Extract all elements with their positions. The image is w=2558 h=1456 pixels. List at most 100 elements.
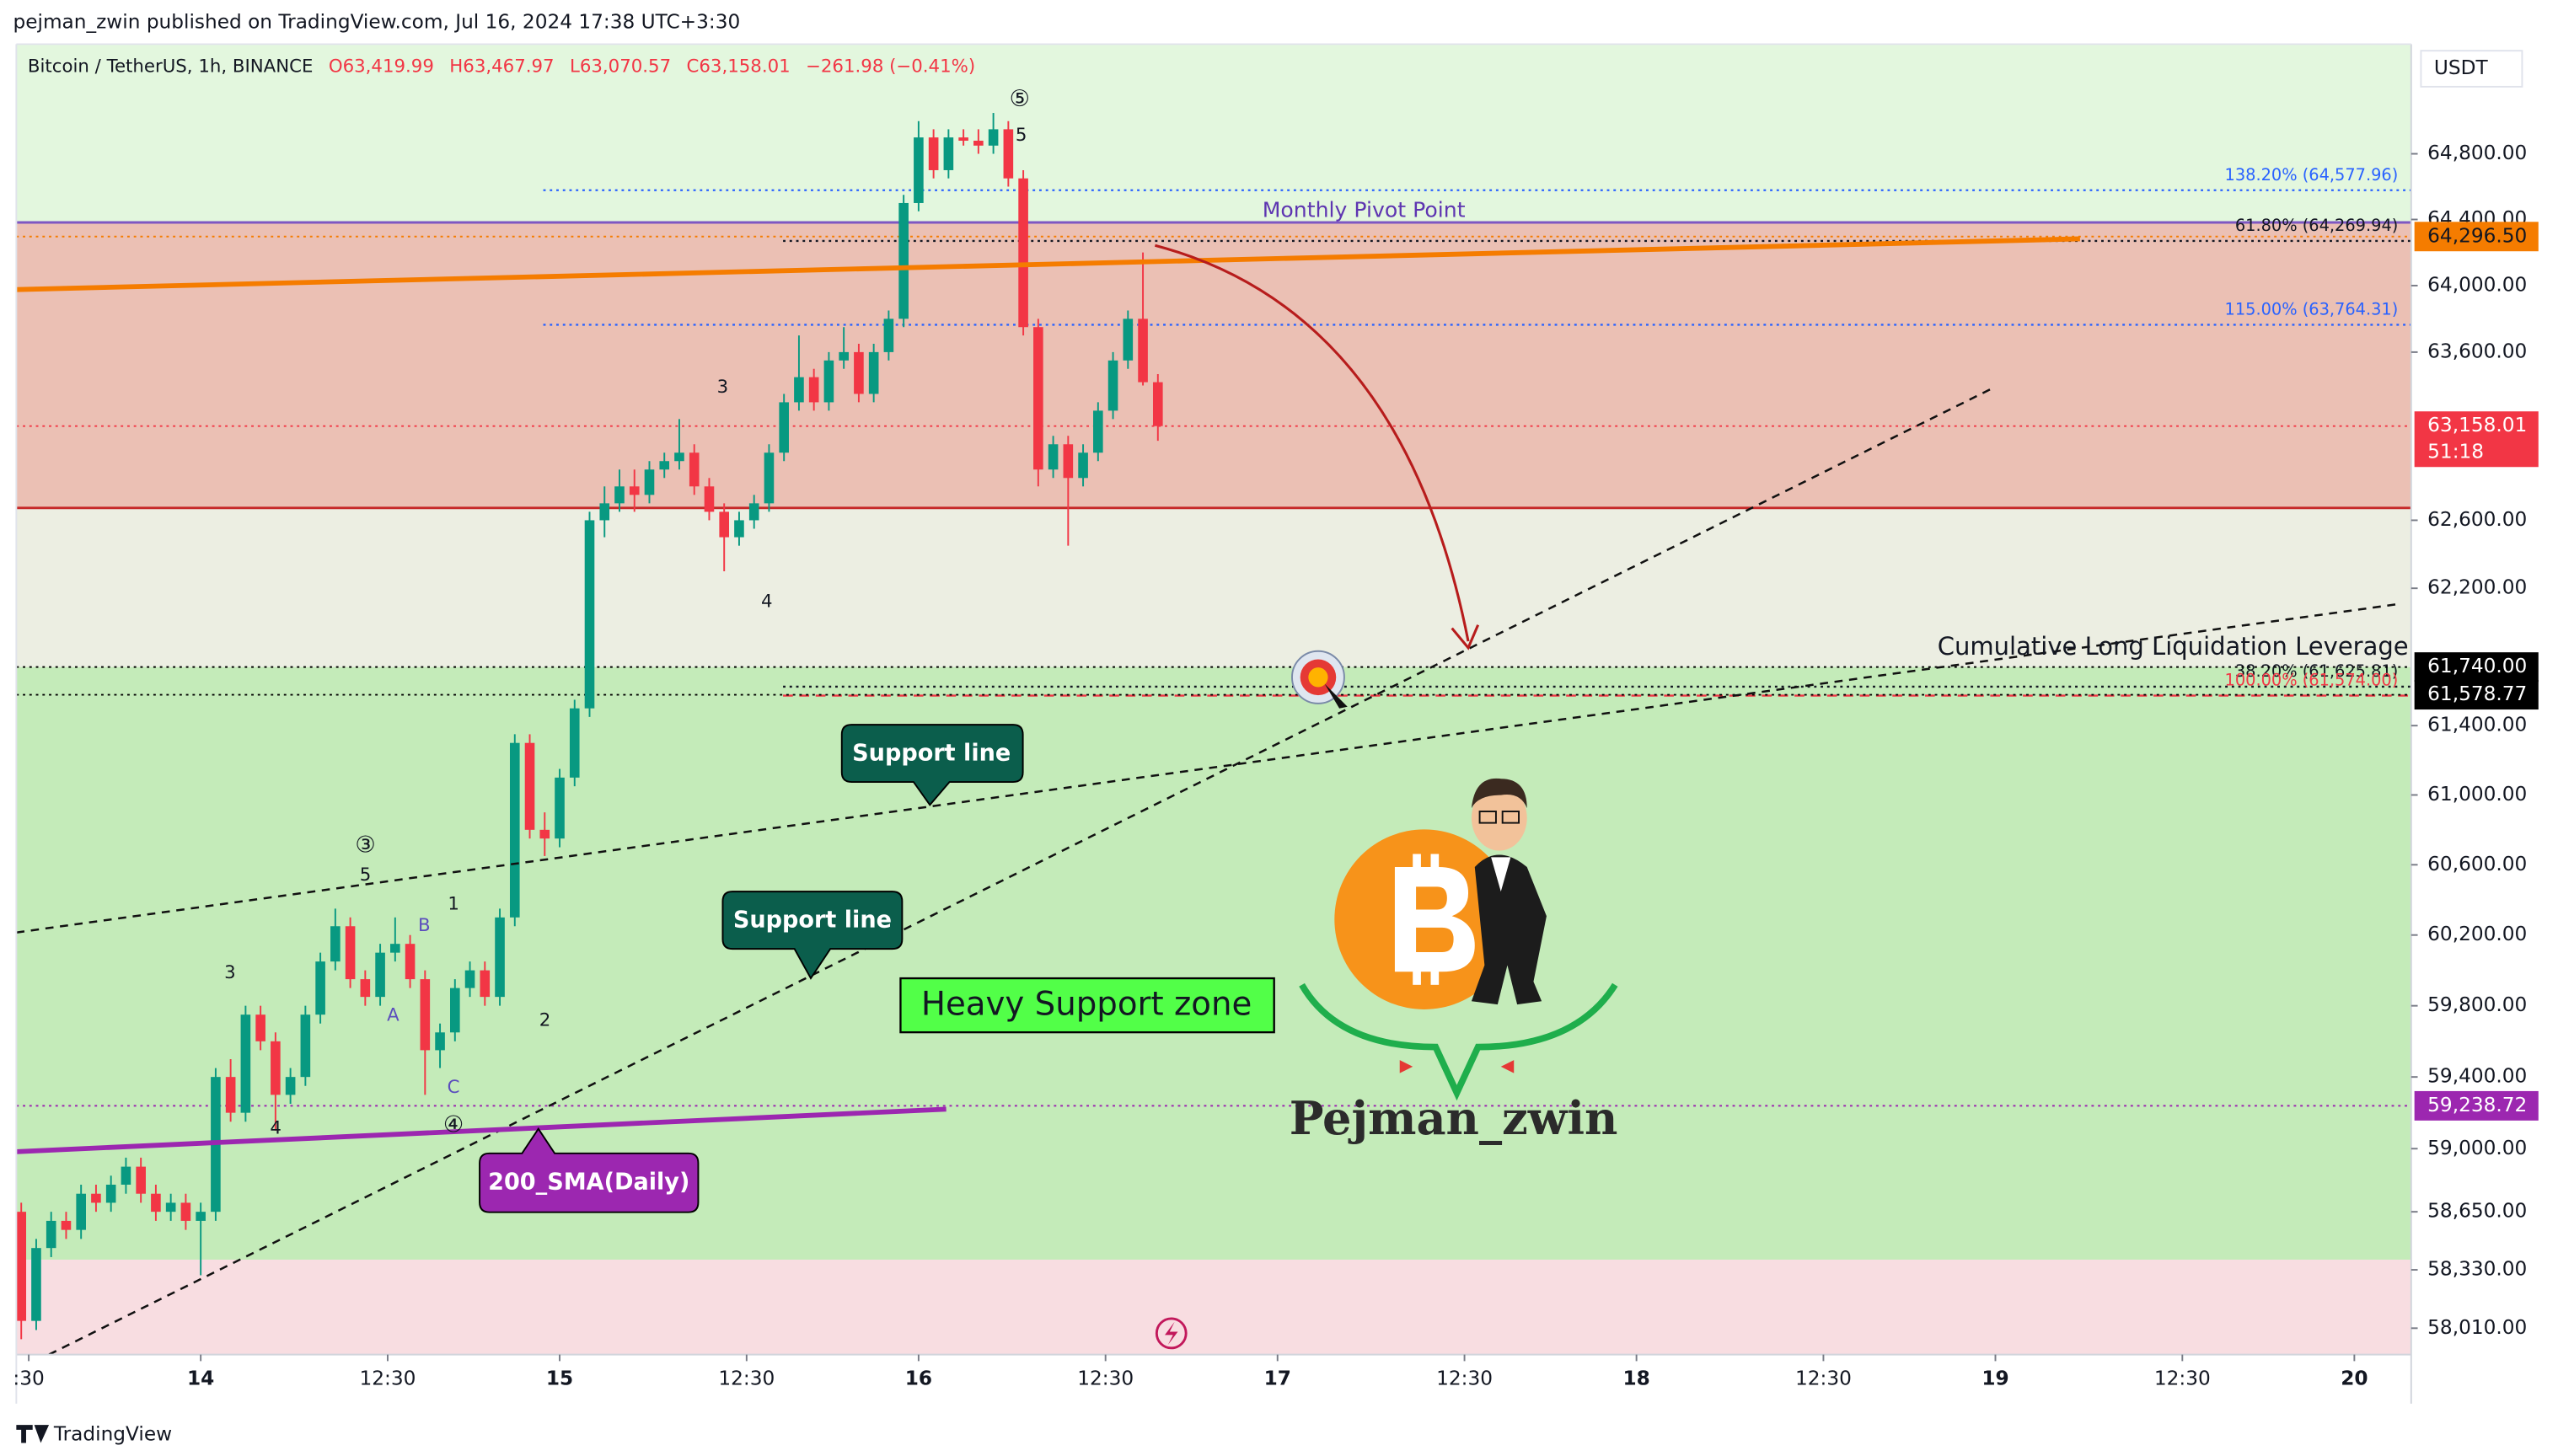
wave-label: 5 <box>1016 125 1027 146</box>
candle-body <box>854 351 864 394</box>
countdown: 51:18 <box>2427 440 2484 463</box>
candle-body <box>988 129 999 146</box>
author-label: Pejman_zwin <box>1290 1091 1618 1145</box>
candle-body <box>629 486 640 495</box>
wave-label: C <box>448 1077 460 1098</box>
candle-body <box>1033 327 1043 470</box>
x-tick-label: 12:30 <box>1795 1367 1852 1389</box>
candle-body <box>555 777 565 839</box>
wave-label: 3 <box>224 962 236 983</box>
y-tick-label: 58,330.00 <box>2427 1258 2527 1281</box>
callout-text: 200_SMA(Daily) <box>488 1169 689 1195</box>
candle-body <box>196 1212 206 1221</box>
candle-body <box>240 1014 251 1113</box>
candle-body <box>31 1248 41 1321</box>
callout <box>479 1127 700 1213</box>
candle-body <box>435 1032 445 1051</box>
y-tick-label: 64,000.00 <box>2427 273 2527 296</box>
candle-body <box>839 351 849 361</box>
candle-body <box>719 511 730 538</box>
candle-body <box>704 486 715 512</box>
price-label: 61,578.77 <box>2427 682 2527 705</box>
y-tick-label: 62,200.00 <box>2427 576 2527 599</box>
price-label: 61,740.00 <box>2427 655 2527 677</box>
candle-body <box>345 926 356 980</box>
x-tick-label: 12:30 <box>1077 1367 1134 1389</box>
y-tick-label: 62,600.00 <box>2427 508 2527 531</box>
wave-label: 4 <box>270 1118 282 1139</box>
publisher: pejman_zwin published on TradingView.com… <box>13 11 740 34</box>
price-label-box <box>2414 222 2539 252</box>
candle-body <box>360 979 371 998</box>
symbol: Bitcoin / TetherUS, 1h, BINANCE O63,419.… <box>28 56 975 78</box>
currency-box <box>2420 50 2523 88</box>
currency: USDT <box>2434 56 2489 79</box>
price-label-box <box>2414 411 2539 468</box>
y-tick-label: 61,400.00 <box>2427 714 2527 736</box>
candle-body <box>644 469 655 495</box>
candle-body <box>495 917 505 998</box>
wave-label: B <box>418 915 431 936</box>
x-tick-label: 12:30 <box>1436 1367 1493 1389</box>
y-tick-label: 63,600.00 <box>2427 340 2527 362</box>
lightning-icon <box>1155 1317 1188 1350</box>
y-tick-label: 59,400.00 <box>2427 1065 2527 1088</box>
change: −261.98 (−0.41%) <box>806 56 975 78</box>
candle-body <box>823 360 834 403</box>
zones <box>16 44 2411 1355</box>
wave-label: 4 <box>761 591 773 612</box>
candle-body <box>569 708 580 778</box>
bitcoin-logo <box>1334 829 1515 1009</box>
candle-body <box>734 520 744 538</box>
candle-body <box>271 1041 281 1095</box>
fib-label: 61.80% (64,269.94) <box>2235 216 2398 235</box>
y-tick-label: 61,000.00 <box>2427 783 2527 806</box>
candle-body <box>539 829 550 839</box>
price-axis <box>2411 44 2558 1402</box>
candle-body <box>420 979 431 1051</box>
wave-labels: ⑤ 5 3 4 ③ 5 1B A C 3 4 2 ④ <box>224 86 1030 1139</box>
x-tick-label: 12:30 <box>2154 1367 2211 1389</box>
arrow <box>1155 244 1470 642</box>
candle-body <box>779 402 789 453</box>
zone <box>16 44 2411 223</box>
x-tick-label: 15 <box>546 1367 573 1389</box>
y-tick-label: 58,650.00 <box>2427 1200 2527 1223</box>
time-axis <box>0 1354 2558 1404</box>
candle-body <box>390 944 400 953</box>
zone <box>16 222 2411 508</box>
wave-label: 2 <box>539 1010 551 1031</box>
wave-label: ⑤ <box>1010 86 1030 112</box>
candle-body <box>689 452 700 487</box>
fib-label: 115.00% (63,764.31) <box>2225 299 2399 318</box>
pivot-label: Monthly Pivot Point <box>1263 197 1466 222</box>
tv-logo <box>16 1425 50 1443</box>
candle-body <box>1048 444 1059 470</box>
support-line <box>16 602 2402 934</box>
wave-label: 5 <box>360 864 372 886</box>
sma-line <box>16 1106 947 1154</box>
candle-body <box>1063 444 1074 479</box>
candle-body <box>808 377 819 403</box>
zone <box>16 1259 2411 1355</box>
ticks: 64,800.0064,400.0064,000.0063,600.0062,6… <box>13 142 2539 1389</box>
y-tick-label: 60,200.00 <box>2427 923 2527 945</box>
price-label: 64,296.50 <box>2427 224 2527 247</box>
candle-body <box>1003 129 1014 179</box>
candle-body <box>794 377 804 403</box>
candle-body <box>1123 318 1134 361</box>
trend-line <box>16 236 2080 292</box>
candle-body <box>225 1077 236 1113</box>
candle-body <box>659 461 670 470</box>
candle-body <box>1018 178 1028 328</box>
candle-body <box>973 140 984 146</box>
x-tick-label: 17 <box>1264 1367 1291 1389</box>
y-tick-label: 58,010.00 <box>2427 1316 2527 1339</box>
price-label-box <box>2414 680 2539 710</box>
fib-label: 100.00% (61,574.00) <box>2225 671 2399 690</box>
candle-body <box>614 486 625 504</box>
character <box>1471 778 1547 1005</box>
wave-label: 3 <box>717 377 729 398</box>
price-label-box <box>2414 652 2539 682</box>
